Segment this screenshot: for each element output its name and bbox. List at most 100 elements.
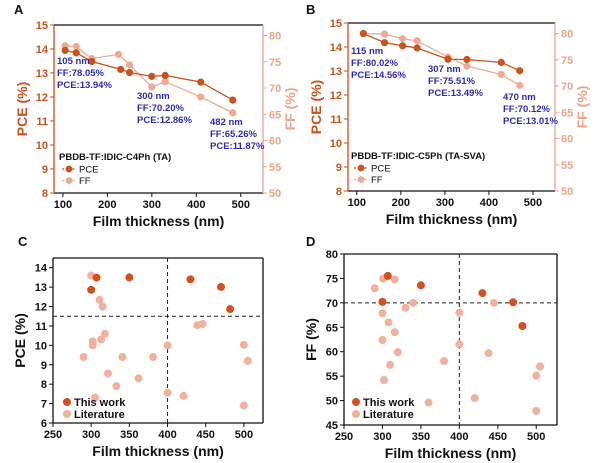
- data-point-ff: [497, 70, 505, 79]
- annotation-label: PCE:13.01%: [503, 116, 558, 127]
- y-tick-label: 80: [326, 249, 338, 261]
- x-tick-label: 400: [480, 197, 498, 209]
- data-point-ff: [229, 109, 237, 117]
- y-tick-label: 55: [326, 371, 338, 383]
- x-tick-label: 100: [54, 199, 72, 211]
- y2-axis-label: FF (%): [574, 86, 590, 129]
- data-point-ff: [380, 30, 389, 38]
- y-tick-label: 14: [35, 263, 48, 275]
- data-point-pce: [229, 96, 237, 104]
- y-tick-label: 11: [330, 114, 342, 126]
- annotation-label: PCE:14.56%: [351, 70, 406, 81]
- x-tick-label: 500: [235, 429, 253, 441]
- panel-c: C 250 300 350 400 450 500 6 7 8 9 10 11 12 13 14 Film th…: [12, 234, 264, 459]
- y-tick-label: 8: [41, 379, 47, 391]
- data-point-literature: [455, 308, 464, 317]
- data-point-this-work: [383, 271, 392, 280]
- data-point-ff: [463, 62, 471, 70]
- x-axis-label: Film thickness (nm): [92, 443, 223, 459]
- data-point-literature: [455, 340, 464, 349]
- y-axis-label: PCE (%): [14, 82, 30, 136]
- data-point-ff: [148, 83, 156, 91]
- data-point-ff: [413, 37, 421, 45]
- legend-marker: [63, 410, 71, 418]
- data-point-pce: [61, 46, 69, 55]
- data-point-literature: [536, 362, 545, 371]
- annotation-label: 470 nm: [503, 92, 536, 103]
- data-point-literature: [112, 382, 121, 391]
- annotation-label: FF:65.26%: [210, 129, 258, 140]
- x-tick-label: 200: [98, 199, 116, 211]
- data-point-literature: [401, 303, 410, 312]
- data-point-pce: [444, 55, 452, 63]
- data-point-literature: [424, 398, 433, 407]
- data-point-literature: [379, 376, 388, 385]
- legend-marker: [352, 398, 360, 406]
- annotation-label: 105 nm: [57, 56, 90, 67]
- data-point-this-work: [416, 281, 425, 290]
- y-tick-label: 13: [36, 68, 48, 80]
- data-point-pce: [413, 44, 421, 52]
- y-tick-label: 11: [36, 116, 48, 128]
- data-point-literature: [532, 406, 541, 415]
- y-tick-label: 75: [326, 273, 338, 285]
- y-tick-label: 10: [35, 340, 47, 352]
- x-tick-label: 300: [373, 431, 391, 443]
- data-point-ff: [197, 93, 205, 101]
- panel-label: C: [18, 234, 28, 249]
- y-tick-label: 9: [41, 360, 47, 372]
- y-tick-label: 7: [41, 399, 47, 411]
- data-point-literature: [378, 309, 387, 318]
- data-point-literature: [393, 348, 402, 357]
- legend-label: This work: [363, 397, 415, 409]
- y2-tick-label: 70: [269, 83, 281, 95]
- y2-tick-label: 50: [561, 186, 573, 198]
- panel-a: A 100 200 300 400 500 8 9 10 11 12 13 14 15 50 55 60 65 70…: [14, 2, 298, 229]
- legend-marker: [65, 177, 73, 184]
- y-tick-label: 13: [330, 66, 342, 78]
- data-point-ff: [161, 78, 169, 86]
- legend-label: Literature: [74, 409, 125, 421]
- y-tick-label: 9: [336, 162, 342, 174]
- x-tick-label: 500: [232, 199, 250, 211]
- data-point-literature: [439, 356, 448, 365]
- data-point-literature: [239, 340, 248, 349]
- data-point-literature: [489, 298, 498, 307]
- legend-marker: [65, 165, 73, 173]
- annotation-label: PCE:13.94%: [57, 80, 112, 91]
- panel-label: A: [14, 2, 24, 17]
- data-point-literature: [198, 320, 207, 328]
- y-axis-label: PCE (%): [12, 313, 28, 367]
- annotation-label: FF:80.02%: [351, 58, 399, 69]
- y2-tick-label: 65: [269, 109, 281, 121]
- x-axis-label: Film thickness (nm): [93, 213, 224, 229]
- annotation-label: PCE:11.87%: [210, 141, 265, 152]
- data-point-literature: [243, 356, 252, 365]
- data-point-pce: [161, 71, 169, 79]
- x-tick-label: 400: [187, 199, 205, 211]
- legend-title: PBDB-TF:IDIC-C4Ph (TA): [59, 152, 171, 163]
- legend-title: PBDB-TF:IDIC-C5Ph (TA-SVA): [351, 151, 485, 162]
- data-point-this-work: [378, 297, 387, 306]
- data-point-pce: [88, 57, 96, 66]
- y2-tick-label: 50: [269, 188, 281, 200]
- data-point-pce: [380, 39, 389, 47]
- legend-label: FF: [79, 176, 91, 187]
- y-tick-label: 70: [326, 298, 338, 310]
- y-tick-label: 9: [42, 164, 48, 176]
- data-point-pce: [463, 55, 471, 64]
- legend-label: PCE: [371, 164, 391, 175]
- data-point-literature: [118, 353, 127, 361]
- x-tick-label: 350: [412, 431, 430, 443]
- data-point-ff: [516, 81, 524, 89]
- annotation-label: FF:70.12%: [503, 104, 551, 115]
- x-tick-label: 250: [44, 429, 62, 441]
- y-tick-label: 12: [330, 90, 342, 102]
- y-tick-label: 14: [36, 44, 49, 56]
- y2-tick-label: 55: [269, 162, 281, 174]
- panel-label: D: [306, 234, 315, 249]
- data-point-literature: [390, 275, 399, 284]
- data-point-this-work: [125, 273, 134, 282]
- y2-tick-label: 65: [561, 107, 573, 119]
- data-point-literature: [409, 298, 418, 307]
